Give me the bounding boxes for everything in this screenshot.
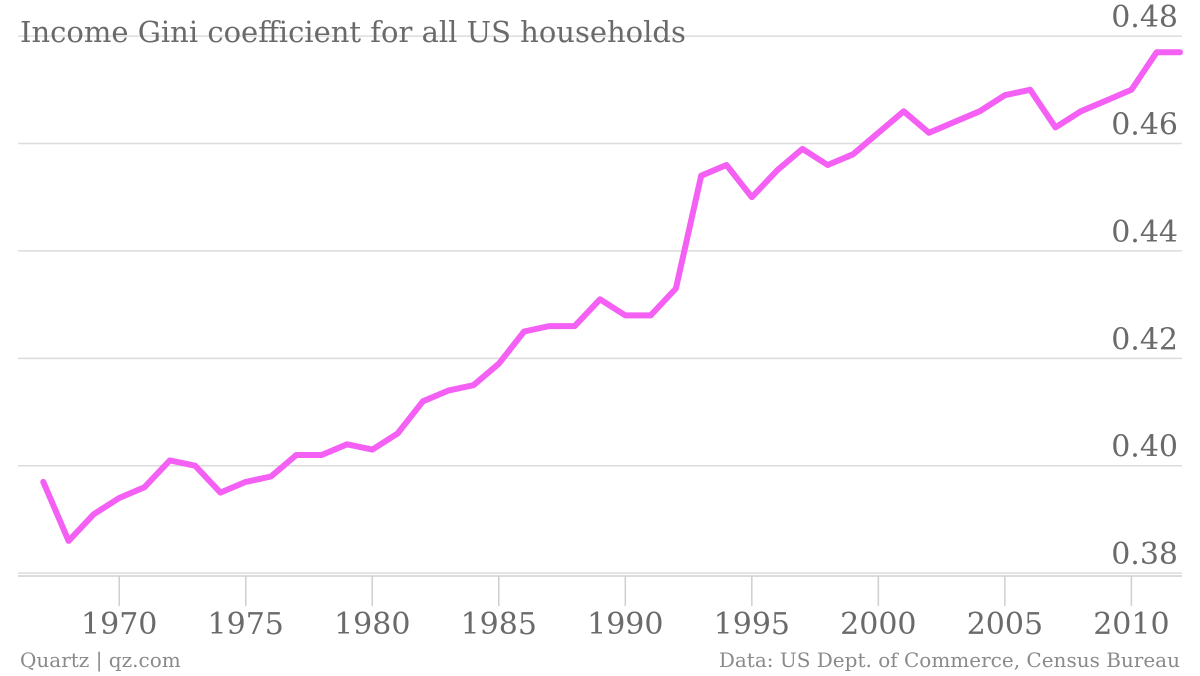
source-left: Quartz | qz.com <box>20 648 181 673</box>
x-tick-label: 2005 <box>967 607 1043 642</box>
x-tick-label: 1975 <box>208 607 284 642</box>
x-tick-label: 2000 <box>840 607 916 642</box>
x-axis-ticks: 1970 1975 1980 1985 1990 1995 2000 2005 2010 <box>81 576 1170 642</box>
y-tick-label: 0.48 <box>1111 0 1178 35</box>
x-tick-label: 1980 <box>334 607 410 642</box>
y-tick-label: 0.40 <box>1111 430 1178 465</box>
x-tick-label: 2010 <box>1093 607 1169 642</box>
grid-lines <box>18 35 1182 574</box>
x-tick-label: 1995 <box>714 607 790 642</box>
y-tick-label: 0.44 <box>1111 215 1178 250</box>
x-tick-label: 1985 <box>461 607 537 642</box>
y-tick-label: 0.46 <box>1111 108 1178 143</box>
y-tick-label: 0.42 <box>1111 322 1178 357</box>
y-tick-label: 0.38 <box>1111 537 1178 572</box>
source-right: Data: US Dept. of Commerce, Census Burea… <box>719 648 1180 672</box>
series-line <box>40 49 1183 544</box>
y-axis-ticks: 0.38 0.40 0.42 0.44 0.46 0.48 <box>1111 0 1178 572</box>
x-tick-label: 1990 <box>587 607 663 642</box>
chart-title: Income Gini coefficient for all US house… <box>20 15 686 49</box>
x-tick-label: 1970 <box>81 607 157 642</box>
